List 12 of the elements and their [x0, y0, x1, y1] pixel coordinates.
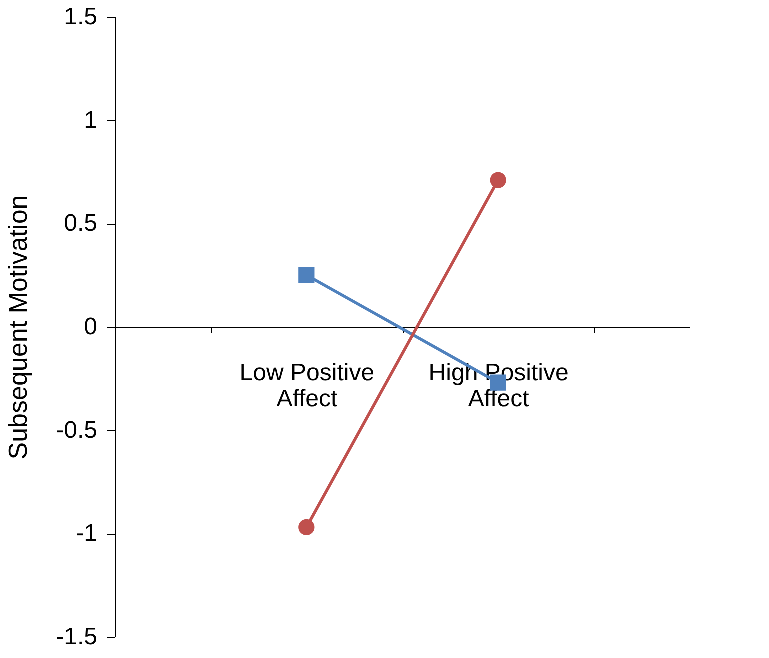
point [298, 267, 315, 284]
y-tick-label: -1.5 [56, 624, 98, 650]
y-tick-label: 1 [84, 106, 98, 134]
y-axis-title: Subsequent Motivation [3, 195, 34, 460]
y-tick-label: 0 [84, 314, 98, 340]
point [298, 519, 315, 536]
y-tick-label: 0.5 [64, 210, 98, 238]
y-tick-label: -0.5 [56, 416, 98, 444]
y-tick-label: 1.5 [64, 4, 98, 30]
x-tick-label: Low Positive Affect [240, 360, 375, 412]
y-tick-label: -1 [76, 520, 98, 548]
point [490, 172, 506, 188]
